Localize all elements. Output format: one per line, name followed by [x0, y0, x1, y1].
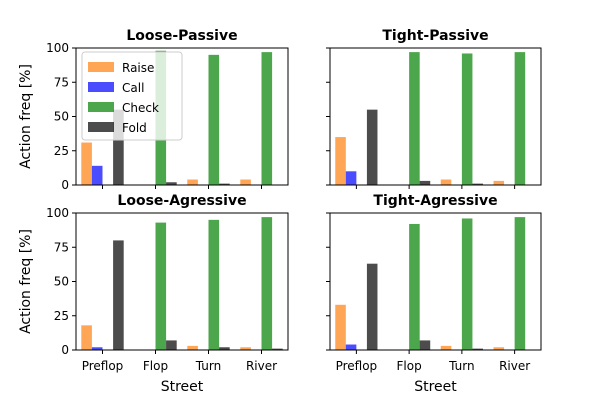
bar-check-turn — [461, 53, 473, 186]
bar-check-turn — [208, 219, 220, 350]
bar-raise-preflop — [335, 137, 346, 185]
panel-title: Loose-Agressive — [117, 193, 246, 209]
bar-fold-turn — [219, 183, 230, 185]
bar-raise-turn — [440, 345, 452, 350]
x-tick-label: Flop — [143, 359, 168, 373]
bar-fold-preflop — [366, 109, 378, 185]
y-tick-label: 0 — [61, 178, 69, 192]
bar-call-preflop — [345, 171, 357, 185]
bar-check-river — [261, 52, 273, 185]
x-tick-label: Turn — [448, 359, 474, 373]
y-tick-label: 75 — [54, 75, 69, 89]
bar-raise-turn — [187, 345, 198, 350]
bar-fold-flop — [419, 340, 431, 350]
legend-label-call: Call — [122, 81, 144, 95]
bar-check-flop — [409, 52, 420, 185]
bar-raise-turn — [187, 179, 198, 185]
bar-raise-preflop — [335, 304, 346, 350]
x-tick-label: River — [499, 359, 530, 373]
y-tick-label: 75 — [54, 240, 69, 254]
bar-raise-river — [493, 347, 505, 350]
bar-fold-flop — [166, 182, 177, 185]
bar-check-turn — [461, 218, 473, 350]
y-tick-label: 25 — [54, 144, 69, 158]
legend-label-raise: Raise — [122, 61, 154, 75]
bar-raise-river — [240, 347, 251, 350]
bar-fold-preflop — [113, 109, 124, 185]
x-tick-label: Preflop — [82, 359, 124, 373]
legend-swatch-fold — [88, 122, 114, 132]
x-tick-label: River — [246, 359, 277, 373]
x-axis-label: Street — [414, 379, 457, 395]
panel-title: Loose-Passive — [126, 28, 237, 44]
y-tick-label: 100 — [46, 41, 69, 55]
bar-call-preflop — [345, 344, 357, 350]
y-tick-label: 50 — [54, 275, 69, 289]
x-axis-label: Street — [161, 379, 204, 395]
bar-fold-turn — [472, 183, 483, 185]
legend-box — [81, 51, 183, 141]
panel-title: Tight-Agressive — [373, 193, 497, 209]
panel-frame — [329, 47, 542, 186]
bar-fold-river — [272, 348, 283, 350]
y-axis-label: Action freq [%] — [18, 64, 34, 169]
bar-call-preflop — [91, 347, 103, 350]
bar-fold-preflop — [113, 240, 124, 350]
bar-check-river — [514, 217, 526, 350]
bar-raise-preflop — [81, 325, 92, 350]
bar-check-river — [514, 52, 526, 185]
panel-frame — [329, 212, 542, 351]
bar-call-preflop — [91, 165, 103, 185]
y-tick-label: 100 — [46, 206, 69, 220]
bar-raise-preflop — [81, 142, 92, 185]
bar-fold-flop — [419, 180, 431, 185]
bar-raise-river — [493, 180, 505, 185]
bar-check-turn — [208, 54, 220, 185]
bar-raise-turn — [440, 179, 452, 185]
bar-fold-preflop — [366, 263, 378, 350]
x-tick-label: Flop — [397, 359, 422, 373]
legend-swatch-raise — [88, 62, 114, 72]
y-axis-label: Action freq [%] — [18, 229, 34, 334]
legend-swatch-check — [88, 102, 114, 112]
bar-fold-turn — [219, 347, 230, 350]
bar-fold-turn — [472, 348, 483, 350]
legend-swatch-call — [88, 82, 114, 92]
legend-label-fold: Fold — [122, 121, 147, 135]
bar-check-flop — [409, 223, 420, 350]
x-tick-label: Preflop — [336, 359, 378, 373]
panel-title: Tight-Passive — [382, 28, 488, 44]
bar-raise-river — [240, 179, 251, 185]
y-tick-label: 50 — [54, 110, 69, 124]
x-tick-label: Turn — [195, 359, 221, 373]
bar-fold-flop — [166, 340, 177, 350]
y-tick-label: 0 — [61, 343, 69, 357]
y-tick-label: 25 — [54, 309, 69, 323]
bar-check-flop — [155, 222, 167, 350]
panel-frame — [75, 212, 289, 351]
legend-label-check: Check — [122, 101, 159, 115]
bar-check-river — [261, 217, 273, 350]
